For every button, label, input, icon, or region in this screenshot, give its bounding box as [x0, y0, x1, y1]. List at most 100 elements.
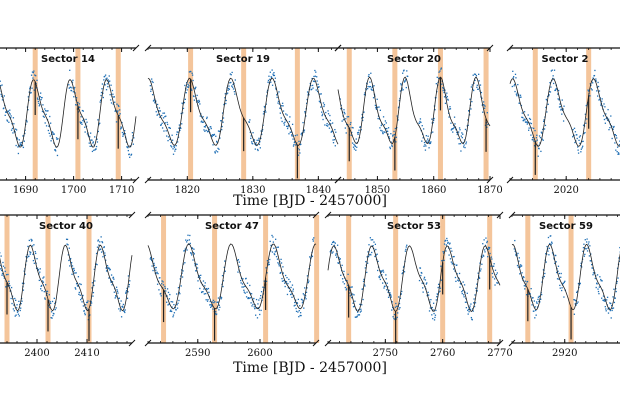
data-point: [519, 94, 522, 96]
data-point: [109, 99, 112, 101]
data-point: [575, 300, 577, 302]
data-point: [278, 91, 280, 93]
data-point: [112, 93, 114, 95]
data-point: [25, 260, 28, 262]
data-point: [89, 136, 91, 138]
x-tick-label: 2410: [74, 348, 99, 359]
data-point: [487, 255, 489, 258]
data-point: [560, 109, 562, 111]
data-point: [0, 255, 2, 257]
data-point: [270, 81, 272, 83]
data-point: [315, 89, 317, 91]
data-point: [378, 276, 381, 279]
data-point: [578, 284, 581, 286]
data-point: [538, 295, 540, 297]
data-point: [533, 310, 535, 312]
data-point: [554, 89, 557, 92]
data-point: [590, 88, 592, 90]
data-point: [351, 131, 353, 134]
data-point: [452, 256, 454, 258]
data-point: [370, 254, 372, 256]
data-point: [463, 139, 466, 141]
data-point: [418, 122, 421, 124]
data-point: [285, 113, 287, 115]
data-point: [617, 277, 619, 279]
data-point: [263, 280, 265, 282]
data-point: [178, 299, 180, 302]
data-point: [51, 137, 53, 140]
data-point: [521, 116, 523, 118]
data-point: [195, 270, 197, 272]
data-point: [367, 75, 370, 78]
data-point: [583, 132, 585, 135]
data-point: [292, 288, 294, 290]
data-point: [360, 129, 362, 131]
data-point: [82, 110, 85, 112]
data-point: [199, 287, 201, 290]
data-point: [184, 98, 186, 100]
data-point: [111, 89, 114, 92]
data-point: [295, 144, 297, 146]
data-point: [277, 262, 279, 264]
data-point: [33, 89, 35, 91]
data-point: [526, 121, 528, 123]
data-point: [279, 271, 282, 274]
data-point: [264, 109, 266, 112]
data-point: [285, 281, 288, 283]
data-point: [611, 307, 614, 310]
data-point: [533, 300, 535, 302]
data-point: [323, 104, 326, 106]
data-point: [542, 128, 544, 131]
data-point: [202, 121, 205, 123]
data-point: [297, 147, 299, 150]
data-point: [533, 140, 535, 143]
data-point: [554, 262, 556, 265]
data-point: [177, 131, 179, 133]
data-point: [453, 116, 456, 118]
data-point: [284, 285, 286, 288]
data-point: [200, 121, 202, 123]
data-point: [37, 98, 39, 100]
data-point: [445, 250, 447, 252]
data-point: [179, 127, 181, 129]
data-point: [204, 282, 206, 284]
data-point: [443, 91, 445, 94]
data-point: [608, 120, 611, 122]
data-point: [18, 139, 20, 141]
data-point: [236, 259, 239, 262]
data-point: [535, 309, 537, 312]
data-point: [589, 95, 591, 97]
data-point: [365, 260, 367, 263]
data-point: [50, 140, 52, 142]
data-point: [457, 280, 460, 282]
data-point: [10, 115, 12, 117]
data-point: [291, 135, 293, 137]
data-point: [433, 117, 435, 120]
data-point: [563, 281, 566, 283]
data-point: [203, 129, 205, 131]
data-point: [277, 100, 280, 103]
data-point: [151, 265, 153, 267]
data-point: [276, 94, 278, 96]
data-point: [461, 292, 463, 295]
data-point: [352, 306, 355, 308]
data-point: [538, 300, 540, 303]
data-point: [269, 250, 272, 252]
x-tick-label: 2590: [185, 348, 210, 359]
data-point: [191, 74, 194, 76]
data-point: [552, 82, 555, 85]
data-point: [482, 243, 484, 245]
data-point: [389, 293, 392, 296]
data-point: [350, 286, 352, 288]
data-point: [271, 69, 273, 71]
data-point: [381, 130, 383, 132]
data-point: [253, 306, 255, 308]
data-point: [406, 244, 408, 246]
data-point: [320, 93, 322, 95]
data-point: [354, 144, 356, 147]
data-point: [381, 270, 383, 272]
data-point: [176, 141, 179, 143]
data-point: [220, 297, 223, 299]
data-point: [348, 289, 351, 291]
